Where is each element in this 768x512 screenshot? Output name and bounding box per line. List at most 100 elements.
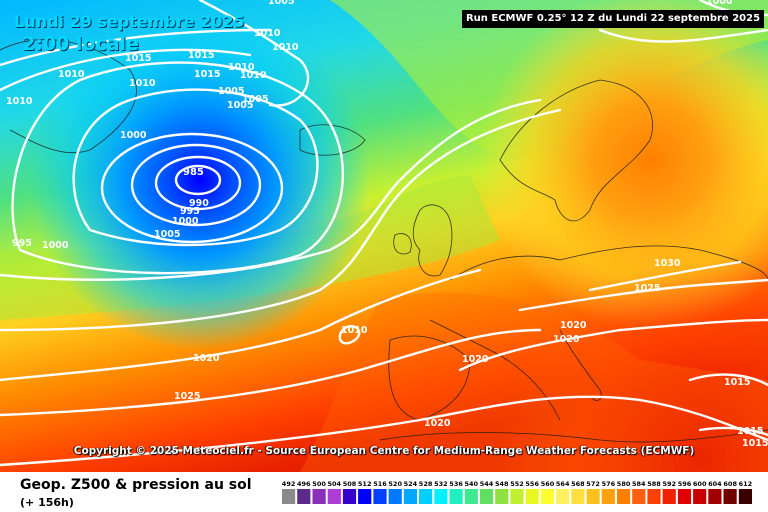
isobar-label: 1000 xyxy=(172,216,199,227)
legend-swatch xyxy=(677,489,692,504)
isobar-label: 1010 xyxy=(272,42,299,53)
legend-swatch xyxy=(723,489,737,504)
isobar-label: 1010 xyxy=(254,28,281,39)
legend-value: 612 xyxy=(739,480,753,488)
legend-swatch xyxy=(312,489,326,504)
legend-value: 600 xyxy=(693,480,707,488)
isobar-label: 1000 xyxy=(120,130,147,141)
isobar-label: 1010 xyxy=(240,70,267,81)
isobar-label: 1020 xyxy=(553,334,580,345)
legend-swatch xyxy=(479,489,494,504)
legend-swatch xyxy=(510,489,524,504)
legend-value: 544 xyxy=(480,480,494,488)
legend-value: 524 xyxy=(404,480,418,488)
legend-value: 548 xyxy=(495,480,509,488)
isobar-label: 995 xyxy=(180,206,200,217)
isobar-label: 1015 xyxy=(188,50,214,61)
isobar-label: 1010 xyxy=(228,62,255,73)
legend-value: 492 xyxy=(282,480,296,488)
legend-swatch xyxy=(571,489,585,504)
legend-swatch xyxy=(693,489,707,504)
copyright-notice: Copyright © 2025 Meteociel.fr - Source E… xyxy=(73,445,695,457)
legend-swatch xyxy=(282,489,296,504)
isobar-label: 1020 xyxy=(193,353,220,364)
weather-map: 1005 1010 1015 1010 1015 1010 1010 1005 … xyxy=(0,0,768,472)
isobar-label: 1005 xyxy=(218,86,244,97)
isobar-label: 1025 xyxy=(174,391,200,402)
legend-swatch xyxy=(601,489,615,504)
isobar-label: 1010 xyxy=(6,96,33,107)
legend-swatch xyxy=(373,489,387,504)
legend-value: 564 xyxy=(556,480,570,488)
legend-value: 516 xyxy=(373,480,387,488)
legend-value: 504 xyxy=(328,480,342,488)
legend-swatch xyxy=(419,489,433,504)
legend-value: 512 xyxy=(358,480,372,488)
isobar-label: 1015 xyxy=(742,438,768,449)
legend-swatch xyxy=(342,489,357,504)
legend-swatch xyxy=(617,489,631,504)
legend-value: 580 xyxy=(617,480,631,488)
low-pressure-value: 985 xyxy=(183,167,204,178)
legend-value: 500 xyxy=(312,480,326,488)
isobar-label: 1015 xyxy=(724,377,750,388)
legend-swatch xyxy=(464,489,478,504)
legend-swatch xyxy=(327,489,341,504)
isobar-label: 995 xyxy=(12,238,32,249)
legend-value: 604 xyxy=(708,480,722,488)
legend-swatch xyxy=(388,489,402,504)
legend-value: 556 xyxy=(525,480,539,488)
isobar-label: 1030 xyxy=(654,258,681,269)
legend-value: 584 xyxy=(632,480,646,488)
legend-value: 588 xyxy=(647,480,661,488)
isobar-label: 1020 xyxy=(462,354,489,365)
legend-swatch xyxy=(662,489,676,504)
isobar-label: 1020 xyxy=(560,320,587,331)
legend-swatch xyxy=(449,489,463,504)
map-parameter-title: Geop. Z500 & pression au sol xyxy=(20,477,252,493)
legend-value: 528 xyxy=(419,480,433,488)
isobar-label: 1015 xyxy=(194,69,220,80)
legend-swatch xyxy=(540,489,554,504)
legend-swatch xyxy=(358,489,372,504)
isobar-label: 1005 xyxy=(242,94,268,105)
forecast-time: 2:00 locale xyxy=(22,33,139,55)
legend-value: 520 xyxy=(388,480,402,488)
legend-value: 608 xyxy=(723,480,737,488)
legend-value: 508 xyxy=(343,480,357,488)
isobar-label: 1010 xyxy=(341,325,368,336)
legend-value: 596 xyxy=(678,480,692,488)
legend-value: 572 xyxy=(586,480,600,488)
coastlines xyxy=(0,39,768,443)
legend-swatch xyxy=(525,489,539,504)
legend-value: 496 xyxy=(297,480,311,488)
isobar-label: 1005 xyxy=(227,100,253,111)
isobar-label: 1000 xyxy=(706,0,733,7)
legend-value: 568 xyxy=(571,480,585,488)
isobar-label: 1005 xyxy=(268,0,294,7)
model-run-info: Run ECMWF 0.25° 12 Z du Lundi 22 septemb… xyxy=(462,10,764,28)
isobar-label: 1020 xyxy=(424,418,451,429)
legend-value: 560 xyxy=(541,480,555,488)
legend-value: 536 xyxy=(449,480,463,488)
isobar-lines xyxy=(0,0,768,465)
isobar-label: 1015 xyxy=(125,53,151,64)
legend-value: 532 xyxy=(434,480,448,488)
color-scale-legend: 492 496 500 504 508 512 516 520 524 528 532 536 540 5… xyxy=(282,480,753,504)
legend-swatch xyxy=(647,489,661,504)
isobar-label: 1005 xyxy=(154,229,180,240)
legend-value: 592 xyxy=(663,480,677,488)
isobar-label: 990 xyxy=(189,198,209,209)
legend-swatch xyxy=(632,489,646,504)
forecast-date: Lundi 29 septembre 2025 xyxy=(14,12,245,31)
isobar-label: 1010 xyxy=(58,69,85,80)
legend-value: 540 xyxy=(465,480,479,488)
legend-swatch xyxy=(434,489,448,504)
legend-swatch xyxy=(403,489,417,504)
legend-swatch xyxy=(738,489,752,504)
isobar-label: 1025 xyxy=(634,283,660,294)
forecast-lead-time: (+ 156h) xyxy=(20,496,74,509)
isobar-label: 1015 xyxy=(737,426,763,437)
legend-swatch xyxy=(297,489,311,504)
legend-swatch xyxy=(708,489,722,504)
